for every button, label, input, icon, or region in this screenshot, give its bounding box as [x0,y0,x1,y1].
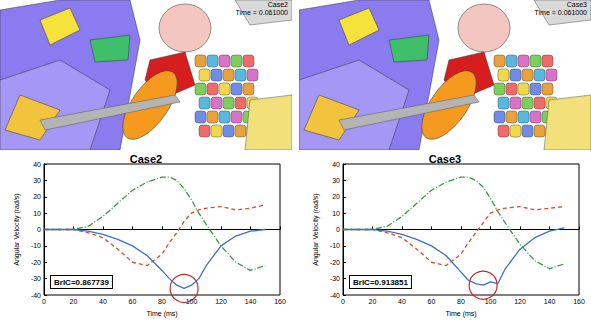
svg-text:20: 20 [70,298,78,305]
svg-text:40: 40 [332,161,340,168]
svg-text:-40: -40 [31,292,41,299]
svg-text:0: 0 [336,226,340,233]
svg-text:Angular Velocity (rad/s): Angular Velocity (rad/s) [13,193,21,265]
svg-text:30: 30 [33,177,41,184]
svg-text:20: 20 [369,298,377,305]
html-text:Time = 0.061000: Time = 0.061000 [235,9,288,16]
svg-text:BrIC=0.867739: BrIC=0.867739 [54,278,109,287]
svg-text:140: 140 [544,298,556,305]
svg-text:80: 80 [457,298,465,305]
svg-text:40: 40 [33,161,41,168]
svg-text:-10: -10 [31,242,41,249]
svg-text:0: 0 [341,298,345,305]
svg-text:Case3: Case3 [429,153,461,165]
svg-text:10: 10 [332,210,340,217]
svg-text:10: 10 [33,210,41,217]
svg-text:0: 0 [42,298,46,305]
svg-text:60: 60 [428,298,436,305]
svg-text:20: 20 [33,193,41,200]
svg-text:30: 30 [332,177,340,184]
svg-text:-30: -30 [31,275,41,282]
svg-text:40: 40 [398,298,406,305]
svg-text:0: 0 [37,226,41,233]
svg-text:160: 160 [573,298,585,305]
svg-text:160: 160 [274,298,286,305]
svg-text:Angular Velocity (rad/s): Angular Velocity (rad/s) [312,193,320,265]
svg-text:60: 60 [129,298,137,305]
html-text:Time = 0.061000: Time = 0.061000 [534,9,587,16]
svg-text:Case2: Case2 [130,153,162,165]
svg-text:100: 100 [485,298,497,305]
svg-text:-10: -10 [330,242,340,249]
svg-text:-20: -20 [330,259,340,266]
svg-text:Time (ms): Time (ms) [445,310,476,318]
svg-text:120: 120 [215,298,227,305]
svg-text:BrIC=0.913851: BrIC=0.913851 [353,278,408,287]
svg-text:-40: -40 [330,292,340,299]
svg-text:Time (ms): Time (ms) [146,310,177,318]
svg-text:-30: -30 [330,275,340,282]
html-text:Case2: Case2 [267,1,288,8]
svg-text:80: 80 [158,298,166,305]
svg-text:140: 140 [245,298,257,305]
svg-text:-20: -20 [31,259,41,266]
svg-text:120: 120 [514,298,526,305]
svg-text:100: 100 [186,298,198,305]
html-text:Case3: Case3 [566,1,587,8]
svg-text:20: 20 [332,193,340,200]
svg-text:40: 40 [99,298,107,305]
